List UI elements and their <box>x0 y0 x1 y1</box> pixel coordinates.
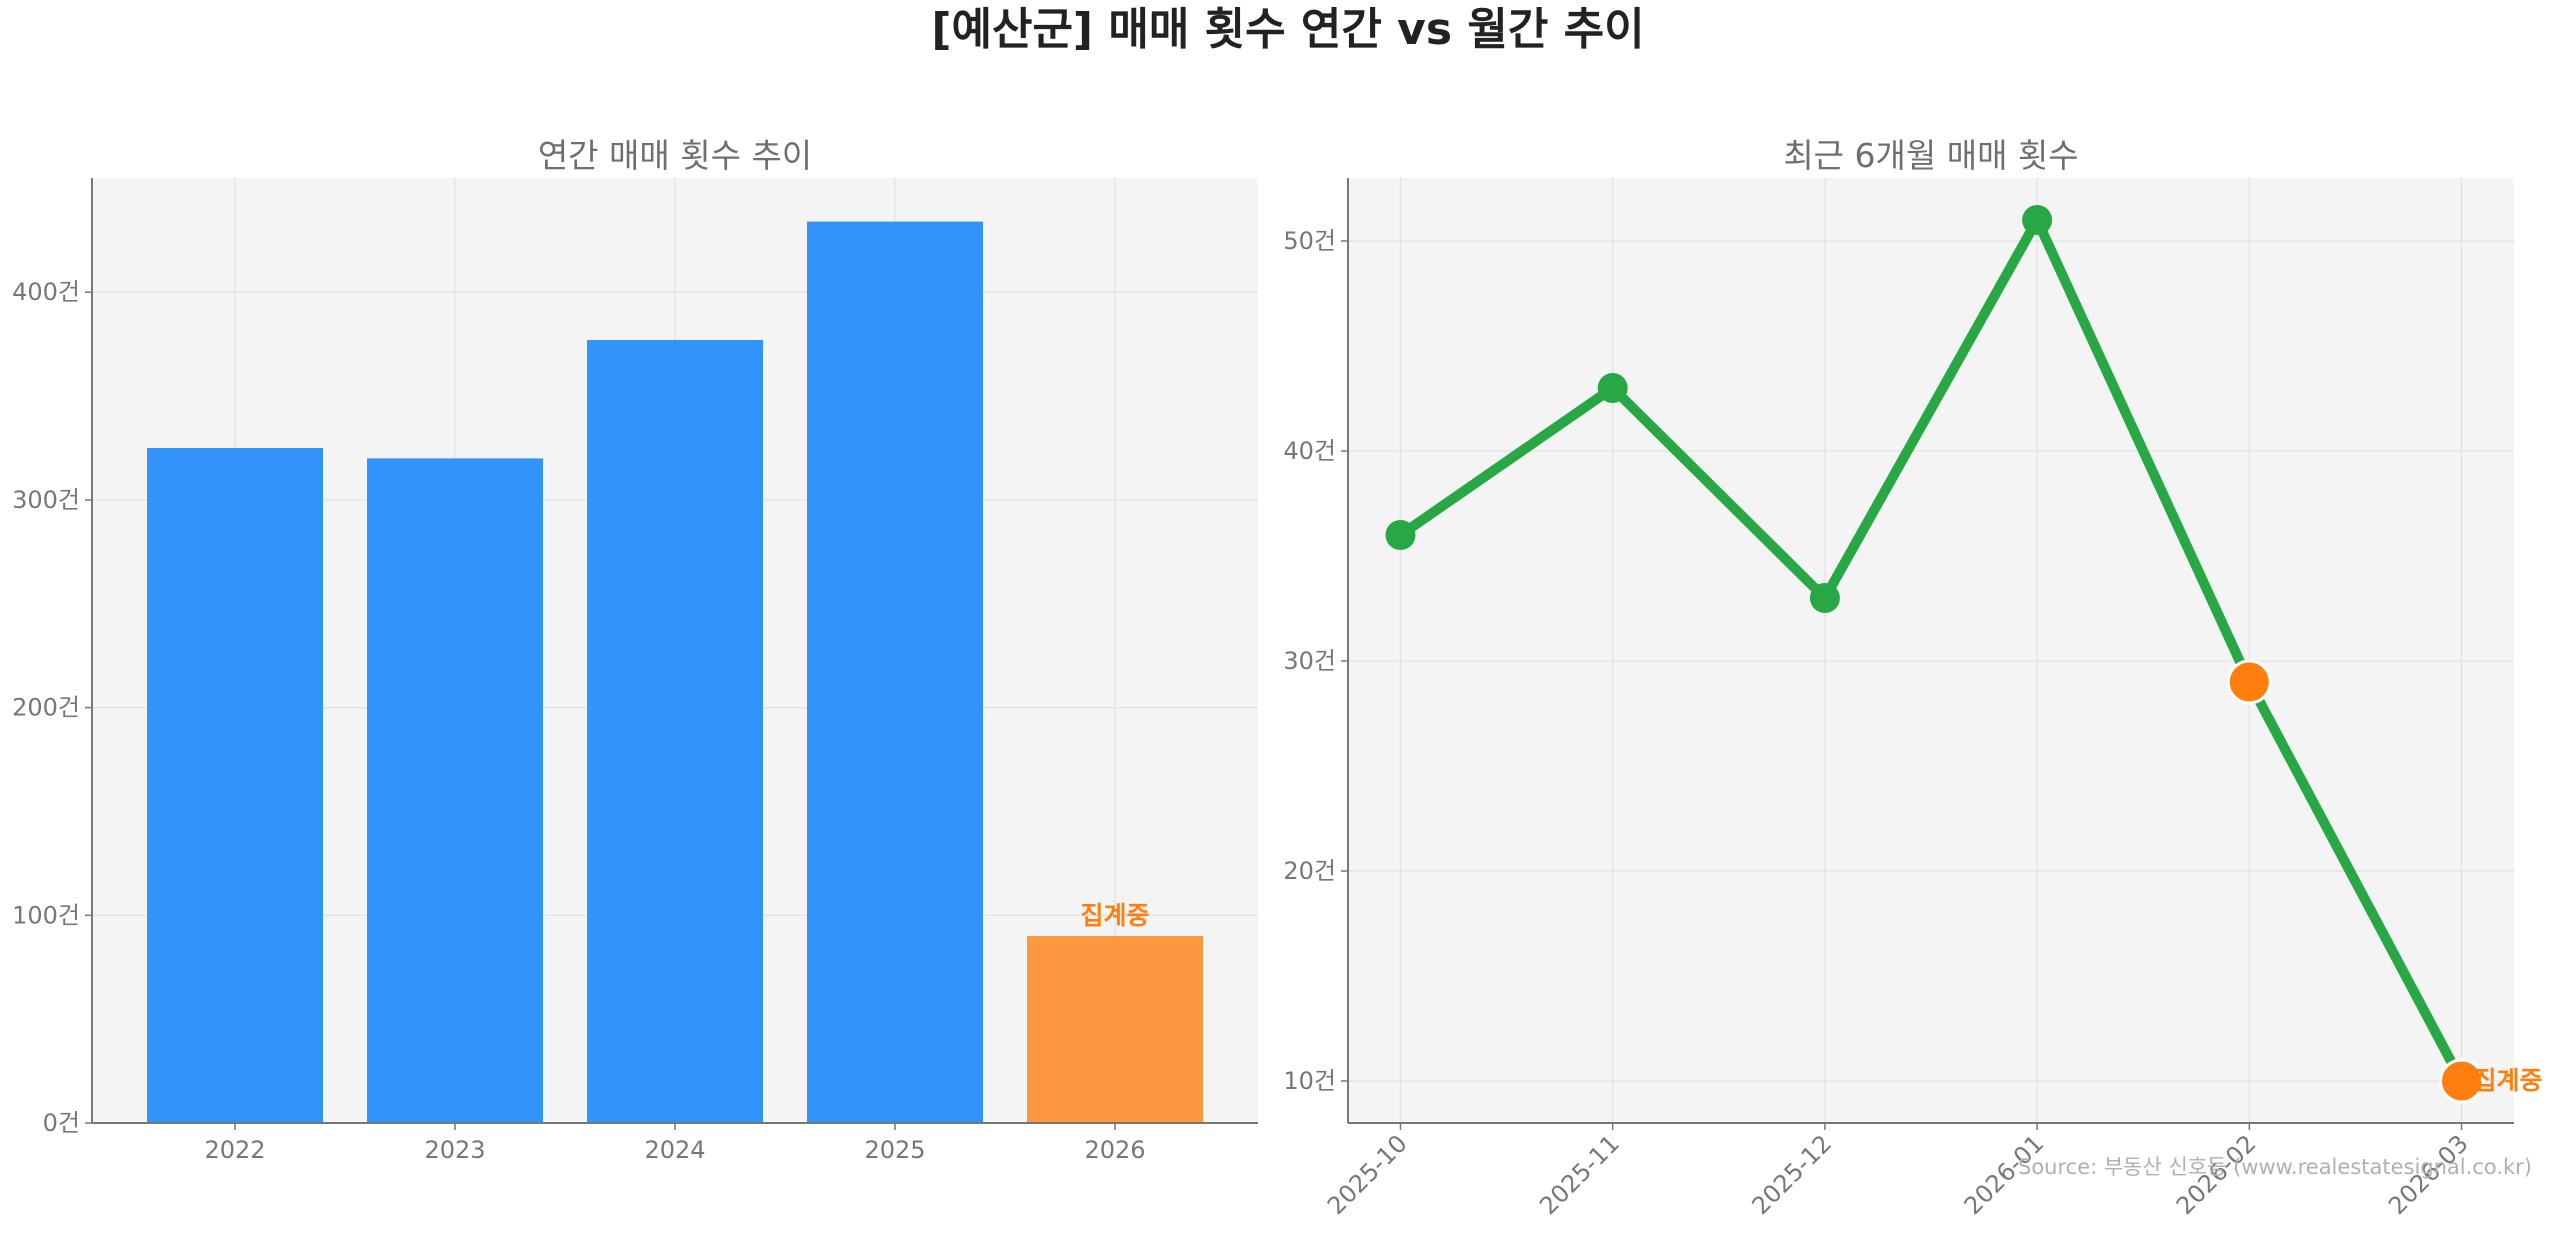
source-note: Source: 부동산 신호등 (www.realestatesignal.co… <box>2018 1155 2532 1179</box>
bar-ytick-label-3: 300건 <box>12 486 80 514</box>
bar-xtick-label-2026: 2026 <box>1084 1136 1145 1164</box>
line-point-2025-12 <box>1809 583 1840 613</box>
line-chart-title: 최근 6개월 매매 횟수 <box>1783 136 2078 175</box>
bar-chart-annotations: 집계중 <box>1080 901 1149 930</box>
line-chart-points <box>1385 205 2485 1104</box>
bar-annotation-0: 집계중 <box>1080 901 1149 930</box>
bar-ytick-label-0: 0건 <box>43 1109 80 1137</box>
line-point-2026-01 <box>2022 205 2053 235</box>
figure-title: [예산군] 매매 횟수 연간 vs 월간 추이 <box>931 4 1644 55</box>
line-ytick-label-1: 20건 <box>1283 857 1336 885</box>
bar-2022 <box>147 448 323 1123</box>
annual-bar-chart: 0건 100건 200건 300건 400건 2022 2023 2024 2025 2026 집… <box>12 136 1258 1164</box>
bar-2026 <box>1027 936 1203 1123</box>
bar-ytick-label-1: 100건 <box>12 901 80 929</box>
line-xtick-label-2025-12: 2025-12 <box>1746 1129 1837 1220</box>
bar-xtick-label-2025: 2025 <box>864 1136 925 1164</box>
bar-ytick-label-4: 400건 <box>12 278 80 306</box>
line-chart-axes <box>1347 178 2514 1124</box>
line-series <box>1395 215 2467 1086</box>
line-chart-series <box>1395 215 2467 1086</box>
bar-chart-title: 연간 매매 횟수 추이 <box>538 136 812 175</box>
line-ytick-label-0: 10건 <box>1283 1067 1336 1095</box>
line-ytick-label-2: 30건 <box>1283 647 1336 675</box>
line-chart-gridlines <box>1348 178 2514 1123</box>
line-point-2025-11 <box>1597 373 1628 403</box>
line-ytick-label-3: 40건 <box>1283 437 1336 465</box>
line-chart-plot-area <box>1348 178 2514 1123</box>
bar-2024 <box>587 340 763 1123</box>
line-chart-annotations: 집계중 <box>2474 1066 2543 1095</box>
bar-xtick-label-2022: 2022 <box>204 1136 265 1164</box>
bar-2025 <box>807 221 983 1124</box>
bar-ytick-label-2: 200건 <box>12 694 80 722</box>
line-ytick-label-4: 50건 <box>1283 227 1336 255</box>
bar-2023 <box>367 458 543 1123</box>
line-point-2025-10 <box>1385 520 1416 550</box>
line-point-2026-03 <box>2439 1058 2485 1104</box>
line-point-2026-02 <box>2226 659 2272 705</box>
line-annotation-0: 집계중 <box>2474 1066 2543 1095</box>
line-xtick-label-2025-10: 2025-10 <box>1322 1129 1413 1220</box>
line-xtick-label-2025-11: 2025-11 <box>1534 1129 1625 1220</box>
bar-xtick-label-2023: 2023 <box>424 1136 485 1164</box>
bar-chart-bars <box>147 221 1203 1124</box>
bar-chart-tick-labels: 0건 100건 200건 300건 400건 2022 2023 2024 2025 2026 <box>12 278 1145 1164</box>
bar-xtick-label-2024: 2024 <box>644 1136 705 1164</box>
